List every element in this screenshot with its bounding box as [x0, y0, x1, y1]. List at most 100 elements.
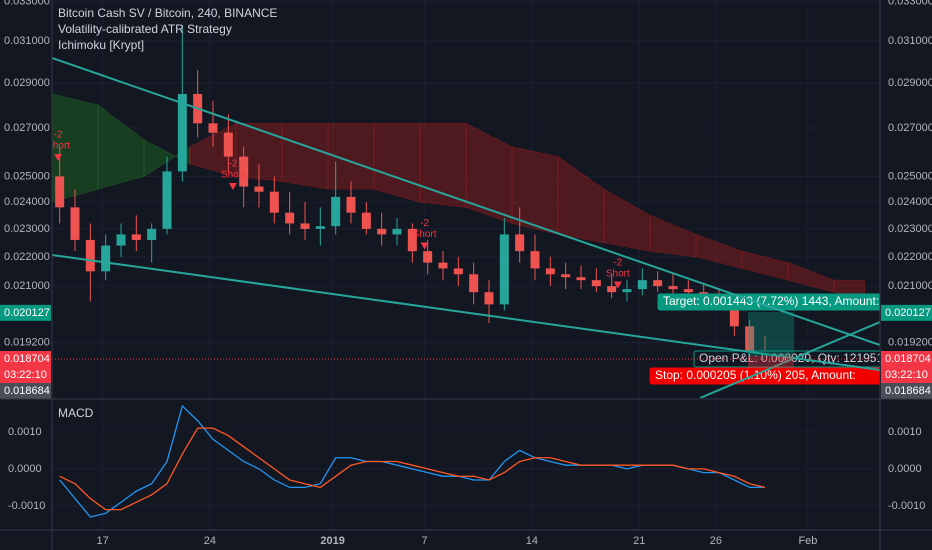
- y-tick-label: 0.024000: [888, 196, 932, 208]
- price-label-bg: [881, 351, 932, 368]
- y-tick-label: 0.0000: [8, 463, 42, 475]
- candle-body: [177, 93, 187, 172]
- candle-body: [331, 196, 341, 227]
- price-label: 0.018704: [885, 353, 931, 365]
- order-box: [649, 367, 880, 385]
- order-box: [657, 293, 880, 311]
- signal-value: -2: [54, 130, 63, 141]
- candle-body: [499, 234, 509, 305]
- price-label-bg: [881, 304, 932, 321]
- y-tick-label: 0.031000: [888, 35, 932, 47]
- ichimoku-cloud: [281, 123, 329, 190]
- y-tick-label: 0.021000: [888, 280, 932, 292]
- candle-body: [377, 228, 387, 235]
- macd-line: [59, 427, 766, 511]
- y-tick-label: 0.027000: [888, 122, 932, 134]
- signal-arrow: [613, 281, 622, 289]
- x-tick-label: 2019: [320, 535, 344, 547]
- price-label: 0.018684: [885, 385, 931, 397]
- price-label: 0.018684: [4, 385, 50, 397]
- y-tick-label: 0.031000: [4, 35, 50, 47]
- price-label-bg: [0, 304, 51, 321]
- signal-label: Short: [606, 268, 630, 279]
- candle-body: [85, 239, 95, 272]
- y-tick-label: 0.019200: [4, 336, 50, 348]
- y-tick-label: -0.0010: [888, 500, 925, 512]
- y-tick-label: 0.029000: [888, 77, 932, 89]
- drawings: [52, 57, 880, 398]
- macd-pane: [59, 404, 766, 518]
- candle-body: [147, 228, 157, 240]
- candle-body: [315, 226, 325, 229]
- candle-body: [469, 274, 479, 293]
- candle-body: [55, 176, 65, 208]
- price-label-bg: [881, 367, 932, 384]
- y-tick-label: 0.033000: [4, 0, 50, 8]
- candle-body: [745, 326, 755, 356]
- x-tick-label: 24: [204, 535, 216, 547]
- candle-body: [530, 251, 540, 269]
- y-tick-label: 0.021000: [4, 280, 50, 292]
- macd-title: MACD: [58, 406, 94, 420]
- candle-body: [346, 196, 356, 213]
- y-tick-label: 0.022000: [888, 251, 932, 263]
- candle-body: [407, 228, 417, 252]
- y-tick-label: 0.0010: [8, 426, 42, 438]
- price-label-bg: [0, 367, 51, 384]
- candle-body: [545, 268, 555, 275]
- ichimoku-cloud: [419, 123, 467, 208]
- candle-body: [269, 191, 279, 213]
- trend-line: [699, 321, 880, 398]
- candle-body: [131, 234, 141, 240]
- indicator-label: Volatility-calibrated ATR Strategy: [58, 22, 232, 36]
- x-tick-label: 17: [96, 535, 108, 547]
- candle-body: [668, 286, 678, 290]
- candle-body: [285, 212, 295, 224]
- y-tick-label: -0.0010: [8, 500, 45, 512]
- order-text: Target: 0.001443 (7.72%) 1443, Amount: 2: [663, 294, 889, 308]
- candle-body: [653, 280, 663, 287]
- x-tick-label: 26: [710, 535, 722, 547]
- x-tick-label: 7: [422, 535, 428, 547]
- signal-value: -2: [613, 257, 622, 268]
- price-label-bg: [881, 383, 932, 400]
- y-tick-label: 0.025000: [888, 170, 932, 182]
- signal-arrow: [54, 154, 63, 162]
- y-tick-label: 0.019200: [888, 336, 932, 348]
- candle-body: [607, 286, 617, 293]
- candle-body: [254, 186, 264, 192]
- candle-body: [392, 228, 402, 235]
- candle-body: [438, 262, 448, 269]
- indicator-label: Ichimoku [Krypt]: [58, 38, 144, 52]
- candle-body: [300, 223, 310, 229]
- candle-body: [576, 277, 586, 281]
- price-label: 03:22:10: [885, 369, 928, 381]
- candle-body: [361, 212, 371, 229]
- y-tick-label: 0.024000: [4, 196, 50, 208]
- signal-label: Short: [413, 229, 437, 240]
- candle-body: [484, 292, 494, 305]
- signal-label: Short: [221, 170, 245, 181]
- ichimoku-cloud: [511, 146, 559, 235]
- y-tick-label: 0.0000: [888, 463, 922, 475]
- y-tick-label: 0.0010: [888, 426, 922, 438]
- y-tick-label: 0.029000: [4, 77, 50, 89]
- signal-arrow: [420, 242, 429, 250]
- candle-body: [683, 289, 693, 293]
- y-tick-label: 0.027000: [4, 122, 50, 134]
- price-label: 0.018704: [4, 353, 50, 365]
- x-tick-label: Feb: [798, 535, 817, 547]
- candle-body: [561, 274, 571, 278]
- candle-body: [591, 280, 601, 287]
- signal-value: -2: [420, 218, 429, 229]
- trend-line: [52, 254, 880, 371]
- position-stop-zone: [748, 356, 794, 368]
- x-tick-label: 21: [633, 535, 645, 547]
- y-tick-label: 0.023000: [4, 223, 50, 235]
- x-tick-label: 14: [526, 535, 538, 547]
- ichimoku-cloud: [373, 123, 421, 203]
- signal-arrow: [228, 182, 237, 190]
- candle-body: [453, 268, 463, 275]
- candle-body: [637, 280, 647, 290]
